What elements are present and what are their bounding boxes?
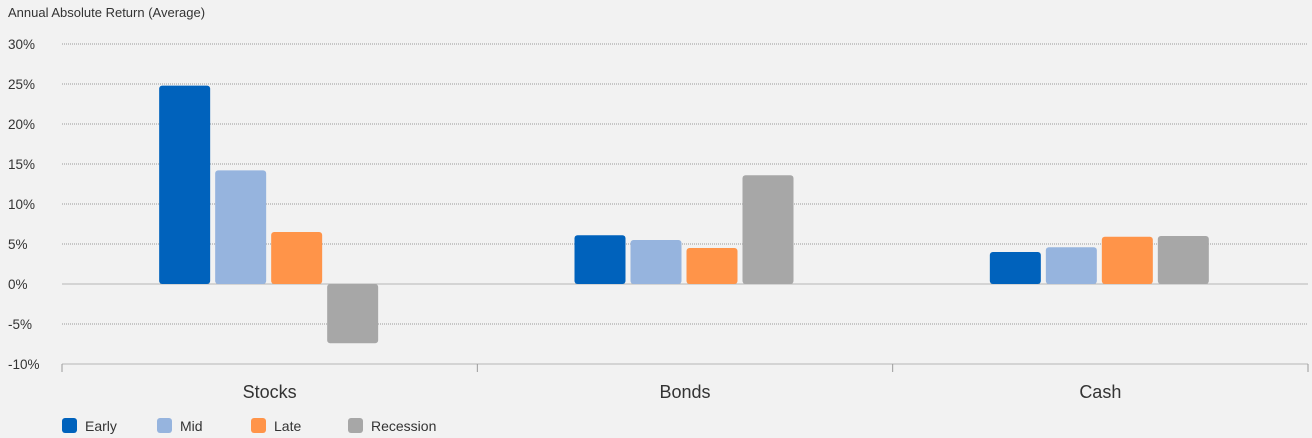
bar-bonds-mid — [630, 240, 682, 284]
y-tick-label: -10% — [8, 357, 40, 372]
bar-stocks-early — [159, 85, 211, 284]
gridlines — [62, 43, 1308, 365]
x-tick-label: Stocks — [243, 382, 297, 402]
y-tick-label: 15% — [8, 157, 35, 172]
legend-label-early: Early — [85, 418, 117, 434]
bars — [159, 85, 1209, 344]
x-axis: Stocks Bonds Cash — [61, 364, 1309, 402]
y-axis-title: Annual Absolute Return (Average) — [8, 5, 205, 20]
legend-label-recession: Recession — [371, 418, 436, 434]
bar-stocks-mid — [215, 170, 267, 284]
y-tick-labels: 30% 25% 20% 15% 10% 5% 0% -5% -10% — [8, 37, 40, 372]
y-tick-label: 0% — [8, 277, 28, 292]
legend-swatch-late — [251, 418, 266, 433]
x-tick-label: Cash — [1079, 382, 1121, 402]
bar-stocks-late — [271, 232, 323, 284]
legend-label-late: Late — [274, 418, 301, 434]
bar-cash-mid — [1045, 247, 1097, 284]
y-tick-label: 20% — [8, 117, 35, 132]
x-tick-label: Bonds — [659, 382, 710, 402]
bar-stocks-recession — [327, 284, 379, 344]
bar-bonds-late — [686, 248, 738, 284]
bar-bonds-early — [574, 235, 626, 284]
y-tick-label: 30% — [8, 37, 35, 52]
y-tick-label: -5% — [8, 317, 32, 332]
legend-label-mid: Mid — [180, 418, 203, 434]
legend-swatch-mid — [157, 418, 172, 433]
y-tick-label: 5% — [8, 237, 28, 252]
legend-swatch-early — [62, 418, 77, 433]
bar-bonds-recession — [742, 175, 794, 284]
y-tick-label: 25% — [8, 77, 35, 92]
legend-swatch-recession — [348, 418, 363, 433]
y-tick-label: 10% — [8, 197, 35, 212]
bar-cash-recession — [1157, 236, 1209, 284]
bar-cash-late — [1101, 236, 1153, 284]
legend: Early Mid Late Recession — [62, 418, 436, 434]
bar-cash-early — [989, 252, 1041, 284]
